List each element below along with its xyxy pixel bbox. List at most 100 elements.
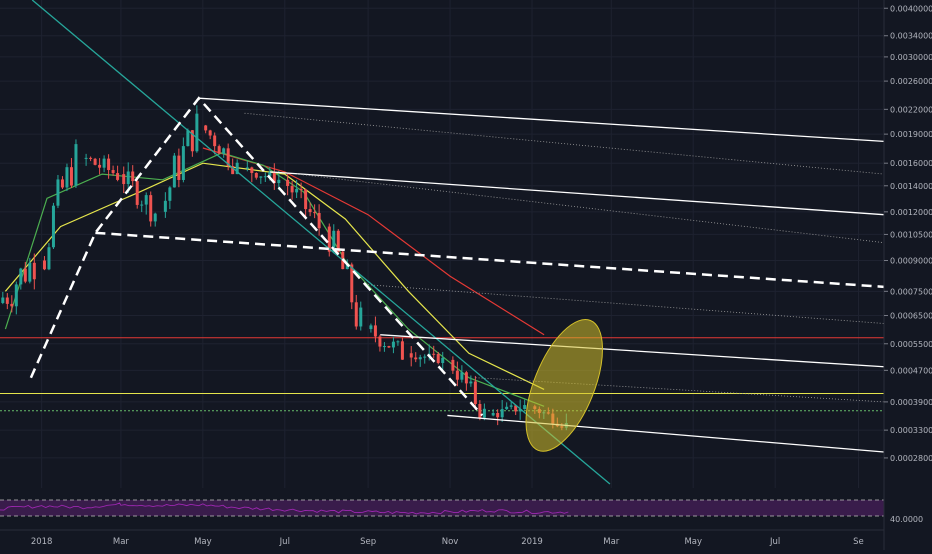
candle-body	[250, 167, 254, 173]
candle-body	[163, 200, 167, 212]
candle-body	[168, 187, 172, 201]
x-tick-label[interactable]: Se	[853, 537, 864, 547]
candle-body	[432, 353, 436, 355]
candle-body	[509, 405, 513, 407]
x-tick-label[interactable]: 2018	[31, 537, 53, 547]
candle-body	[336, 230, 340, 252]
candle-body	[204, 125, 208, 131]
x-axis[interactable]: 2018 Mar May Jul Sep Nov 2019 Mar May Jul Se	[0, 529, 884, 547]
candle-body	[69, 167, 73, 186]
candle-body	[98, 164, 102, 168]
candle-body	[208, 130, 212, 136]
candle-body	[317, 212, 321, 229]
candle-body	[382, 346, 386, 348]
candle-body	[469, 381, 473, 384]
candle-body	[268, 172, 272, 177]
candle-body	[263, 176, 267, 178]
candle-body	[277, 179, 281, 184]
highlight-ellipse	[525, 319, 603, 452]
trend-line	[31, 0, 611, 485]
candle-body	[496, 413, 500, 418]
candle-body	[295, 188, 299, 193]
candle-body	[259, 176, 263, 178]
x-tick-label[interactable]: Sep	[360, 537, 376, 547]
candle-body	[290, 185, 294, 193]
candle-body	[299, 188, 303, 190]
trend-line	[475, 377, 885, 403]
x-tick-label[interactable]: 2019	[521, 537, 543, 547]
candle-body	[500, 409, 504, 418]
candle-body	[153, 213, 157, 222]
candle-body	[505, 406, 509, 410]
candle-body	[245, 167, 249, 169]
trend-line	[269, 171, 885, 216]
candle-body	[172, 155, 176, 188]
x-tick-label[interactable]: Mar	[603, 537, 620, 547]
trend-line	[368, 284, 885, 324]
highlight-zone	[525, 319, 603, 452]
candle-body	[308, 209, 312, 213]
candle-body	[32, 262, 36, 280]
candle-body	[391, 341, 395, 348]
candle-body	[122, 174, 126, 185]
candle-body	[89, 157, 93, 159]
candle-body	[217, 146, 221, 154]
candle-body	[478, 403, 482, 418]
zigzag-pattern	[29, 96, 484, 417]
candle-body	[84, 157, 88, 159]
candle-body	[436, 354, 440, 363]
x-tick-label[interactable]: Mar	[113, 537, 130, 547]
candle-body	[482, 408, 486, 418]
candle-body	[235, 162, 239, 175]
y-tick-label[interactable]: 0.00028000	[890, 454, 932, 463]
candle-body	[354, 302, 358, 327]
candle-body	[378, 336, 382, 347]
trend-line	[198, 97, 885, 143]
candle-body	[135, 181, 139, 205]
candle-body	[373, 325, 377, 337]
candle-body	[111, 170, 115, 174]
zigzag-line	[29, 96, 484, 417]
moving-average-line	[4, 152, 545, 407]
x-tick-label[interactable]: May	[684, 537, 702, 547]
candle-body	[222, 148, 226, 154]
trend-line	[244, 112, 885, 175]
rsi-panel: 40.0000	[0, 488, 923, 528]
candle-body	[56, 179, 60, 206]
candle-body	[518, 409, 522, 412]
candle-body	[186, 130, 190, 147]
x-tick-label[interactable]: May	[194, 537, 212, 547]
candle-body	[441, 357, 445, 363]
x-tick-label[interactable]: Jul	[769, 537, 780, 547]
trend-line	[296, 173, 885, 244]
candle-body	[42, 260, 46, 270]
candle-body	[140, 204, 144, 206]
candle-body	[451, 359, 455, 371]
x-tick-label[interactable]: Jul	[279, 537, 290, 547]
x-tick-label[interactable]: Nov	[442, 537, 459, 547]
candle-body	[409, 353, 413, 358]
candle-body	[1, 297, 5, 303]
candle-body	[231, 166, 235, 175]
rsi-line	[0, 502, 569, 515]
candle-body	[272, 172, 276, 184]
